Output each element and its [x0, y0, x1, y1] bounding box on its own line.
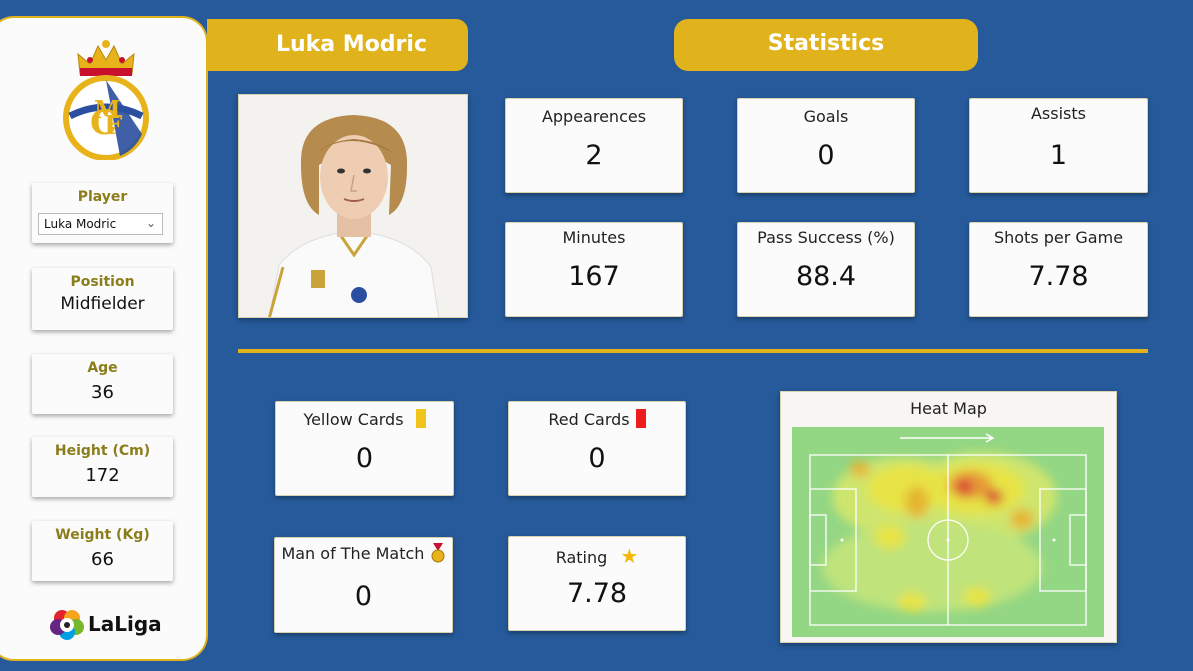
heat-map-card: Heat Map: [780, 391, 1117, 643]
laliga-logo-icon: LaLiga: [50, 607, 170, 641]
rating-card: Rating ★ 7.78: [508, 536, 686, 631]
red-card-icon: [635, 409, 646, 428]
player-selector-label: Player: [77, 189, 128, 205]
pass-success-label: Pass Success (%): [757, 228, 895, 247]
shots-card: Shots per Game 7.78: [969, 222, 1148, 317]
man-of-match-card: Man of The Match 0: [274, 537, 453, 633]
minutes-label: Minutes: [562, 228, 626, 247]
man-of-match-label-wrap: Man of The Match: [275, 543, 452, 567]
appearances-value: 2: [585, 140, 603, 171]
shots-label: Shots per Game: [993, 228, 1124, 247]
goals-label: Goals: [803, 107, 849, 126]
position-label: Position: [70, 274, 135, 290]
height-value: 172: [85, 465, 120, 486]
heat-map-pitch: [792, 427, 1104, 637]
heat-map-title: Heat Map: [910, 399, 987, 418]
goals-card: Goals 0: [737, 98, 915, 193]
medal-icon: [430, 543, 446, 567]
rating-label-wrap: Rating ★: [509, 544, 685, 568]
age-card: Age 36: [32, 354, 173, 414]
svg-text:C: C: [90, 103, 117, 143]
weight-value: 66: [91, 549, 114, 570]
minutes-card: Minutes 167: [505, 222, 683, 317]
star-icon: ★: [620, 544, 639, 568]
position-card: Position Midfielder: [32, 268, 173, 330]
statistics-header: Statistics: [674, 19, 978, 71]
svg-text:F: F: [104, 111, 123, 141]
weight-card: Weight (Kg) 66: [32, 521, 173, 581]
laliga-wordmark: LaLiga: [88, 612, 162, 636]
age-value: 36: [91, 382, 114, 403]
player-dropdown-value: Luka Modric: [44, 217, 117, 231]
weight-label: Weight (Kg): [55, 527, 150, 543]
red-cards-label-wrap: Red Cards: [509, 409, 685, 429]
position-value: Midfielder: [60, 294, 145, 314]
appearances-label: Appearences: [541, 107, 647, 126]
yellow-card-icon: [415, 409, 426, 428]
assists-value: 1: [1049, 140, 1068, 171]
rating-label: Rating: [555, 548, 608, 567]
red-cards-card: Red Cards 0: [508, 401, 686, 496]
section-divider: [238, 349, 1148, 353]
svg-text:M: M: [94, 95, 121, 124]
goals-value: 0: [817, 140, 835, 171]
yellow-cards-label: Yellow Cards: [303, 410, 404, 429]
chevron-down-icon: ⌄: [145, 216, 156, 230]
player-name-header: Luka Modric: [207, 19, 468, 71]
player-dropdown[interactable]: Luka Modric ⌄: [38, 213, 163, 235]
height-label: Height (Cm): [54, 443, 151, 459]
height-card: Height (Cm) 172: [32, 437, 173, 497]
yellow-cards-card: Yellow Cards 0: [275, 401, 454, 496]
shots-value: 7.78: [1028, 261, 1089, 292]
club-crest-icon: C F M: [60, 38, 152, 161]
red-cards-value: 0: [588, 443, 606, 474]
yellow-cards-label-wrap: Yellow Cards: [276, 409, 453, 429]
yellow-cards-value: 0: [355, 443, 374, 474]
man-of-match-value: 0: [354, 581, 373, 612]
player-selector-card: Player Luka Modric ⌄: [32, 183, 173, 243]
age-label: Age: [87, 360, 118, 376]
appearances-card: Appearences 2: [505, 98, 683, 193]
rating-value: 7.78: [566, 578, 628, 609]
red-cards-label: Red Cards: [548, 410, 630, 429]
assists-label: Assists: [1030, 104, 1086, 123]
pass-success-card: Pass Success (%) 88.4: [737, 222, 915, 317]
pass-success-value: 88.4: [795, 261, 857, 292]
man-of-match-label: Man of The Match: [281, 544, 425, 563]
player-photo: [238, 94, 468, 318]
minutes-value: 167: [568, 261, 620, 292]
assists-card: Assists 1: [969, 98, 1148, 193]
